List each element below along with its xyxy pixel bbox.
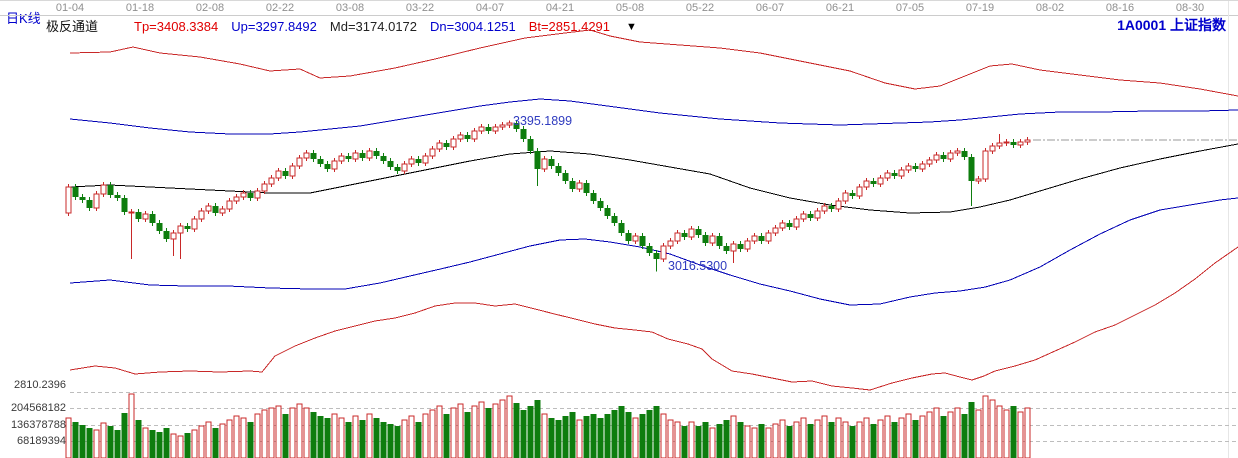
indicator-bar: 极反通道 Tp=3408.3384 Up=3297.8492 Md=3174.0172… (46, 16, 623, 34)
price-min-label: 2810.2396 (14, 379, 66, 391)
date-label: 08-02 (1035, 2, 1065, 14)
channel-lines (69, 29, 1238, 391)
candles (65, 120, 1031, 272)
date-label: 04-07 (475, 2, 505, 14)
indicator-value-Md: Md=3174.0172 (329, 19, 418, 34)
swing-high-annotation: 3395.1899 (513, 114, 573, 128)
volume-pane (65, 393, 1031, 458)
symbol-code: 1A0001 (1117, 17, 1167, 33)
date-label: 02-08 (195, 2, 225, 14)
indicator-value-Tp: Tp=3408.3384 (134, 19, 219, 34)
date-label: 01-18 (125, 2, 155, 14)
volume-gridline-label-1: 204568182 (10, 402, 66, 414)
date-label: 03-22 (405, 2, 435, 14)
date-axis: 01-04 01-18 02-08 02-22 03-08 03-22 04-07 04-21… (0, 1, 1238, 15)
date-label: 07-19 (965, 2, 995, 14)
indicator-value-Up: Up=3297.8492 (231, 19, 317, 34)
channel-line-Tp (69, 29, 1238, 97)
date-label: 05-08 (615, 2, 645, 14)
indicator-name: 极反通道 (46, 19, 99, 34)
channel-line-Dn (69, 197, 1238, 306)
symbol-name: 上证指数 (1170, 17, 1226, 33)
marker-triangle-icon: ▼ (626, 21, 637, 33)
symbol-title: 1A0001 上证指数 (1117, 15, 1226, 35)
date-label: 02-22 (265, 2, 295, 14)
volume-gridline-label-2: 136378788 (10, 419, 66, 431)
channel-line-Up (69, 98, 1238, 135)
date-label: 07-05 (895, 2, 925, 14)
date-label: 04-21 (545, 2, 575, 14)
indicator-value-Dn: Dn=3004.1251 (430, 19, 516, 34)
volume-gridline-label-3: 68189394 (17, 435, 66, 447)
date-label: 08-30 (1175, 2, 1205, 14)
swing-low-annotation: 3016.5300 (668, 259, 728, 273)
channel-line-Bt (69, 246, 1238, 391)
date-label: 01-04 (55, 2, 85, 14)
date-label: 06-07 (755, 2, 785, 14)
date-label: 03-08 (335, 2, 365, 14)
date-label: 06-21 (825, 2, 855, 14)
chart-type-label: 日K线 (6, 11, 41, 26)
date-label: 05-22 (685, 2, 715, 14)
channel-line-Md (69, 143, 1238, 214)
date-label: 08-16 (1105, 2, 1135, 14)
